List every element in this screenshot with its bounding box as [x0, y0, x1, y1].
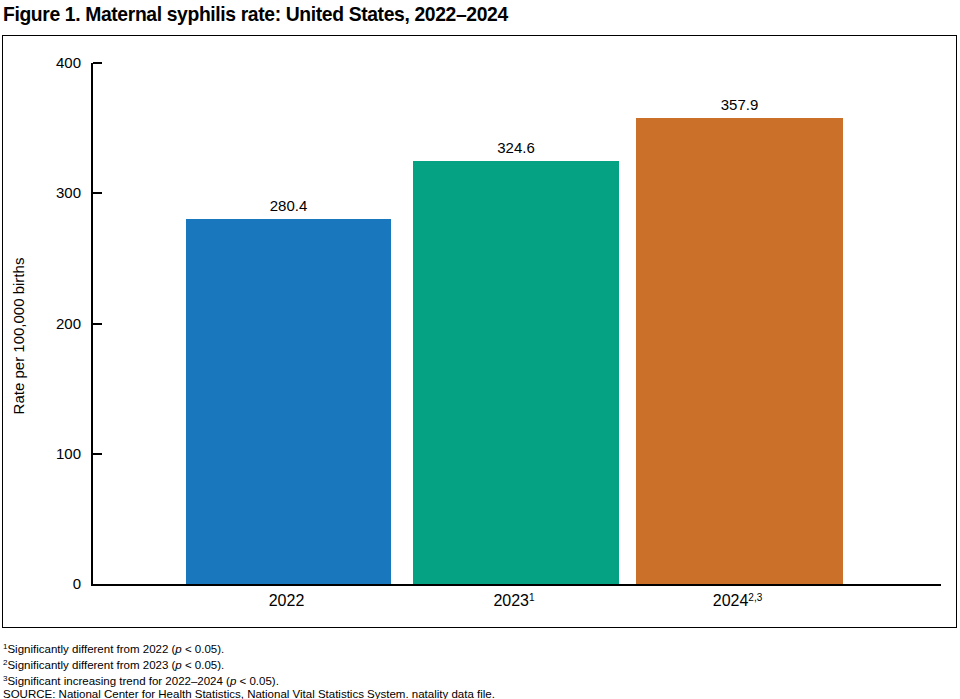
y-tick-label-300: 300	[5, 184, 81, 202]
y-tick-400	[93, 62, 102, 64]
y-tick-label-200: 200	[5, 315, 81, 333]
plot-area: 280.4 324.6 357.9	[91, 63, 941, 586]
x-tick-label-2024: 20242,3	[634, 592, 841, 610]
x-tick-label-2022: 2022	[184, 592, 389, 610]
y-tick-label-400: 400	[5, 54, 81, 72]
y-tick-300	[93, 192, 102, 194]
bar-2024	[636, 118, 843, 584]
y-tick-100	[93, 453, 102, 455]
x-axis-labels: 2022 20231 20242,3	[91, 592, 939, 614]
bar-2022	[186, 219, 391, 584]
footnote-line-3: 3Significant increasing trend for 2022–2…	[3, 672, 495, 688]
figure-title: Figure 1. Maternal syphilis rate: United…	[3, 2, 508, 26]
footnote-line-4: SOURCE: National Center for Health Stati…	[3, 688, 495, 699]
footnotes: 1Significantly different from 2022 (p < …	[3, 640, 495, 699]
y-axis-labels: 0100200300400	[5, 63, 81, 584]
bar-value-2023: 324.6	[413, 139, 619, 156]
chart-frame: Rate per 100,000 births 0100200300400 28…	[2, 35, 957, 628]
bar-value-2024: 357.9	[636, 96, 843, 113]
y-tick-200	[93, 323, 102, 325]
footnote-line-2: 2Significantly different from 2023 (p < …	[3, 656, 495, 672]
y-tick-label-100: 100	[5, 445, 81, 463]
bar-2023	[413, 161, 619, 584]
x-tick-label-2023: 20231	[411, 592, 617, 610]
y-tick-label-0: 0	[5, 575, 81, 593]
bar-value-2022: 280.4	[186, 197, 391, 214]
footnote-line-1: 1Significantly different from 2022 (p < …	[3, 640, 495, 656]
figure: Figure 1. Maternal syphilis rate: United…	[0, 0, 960, 699]
